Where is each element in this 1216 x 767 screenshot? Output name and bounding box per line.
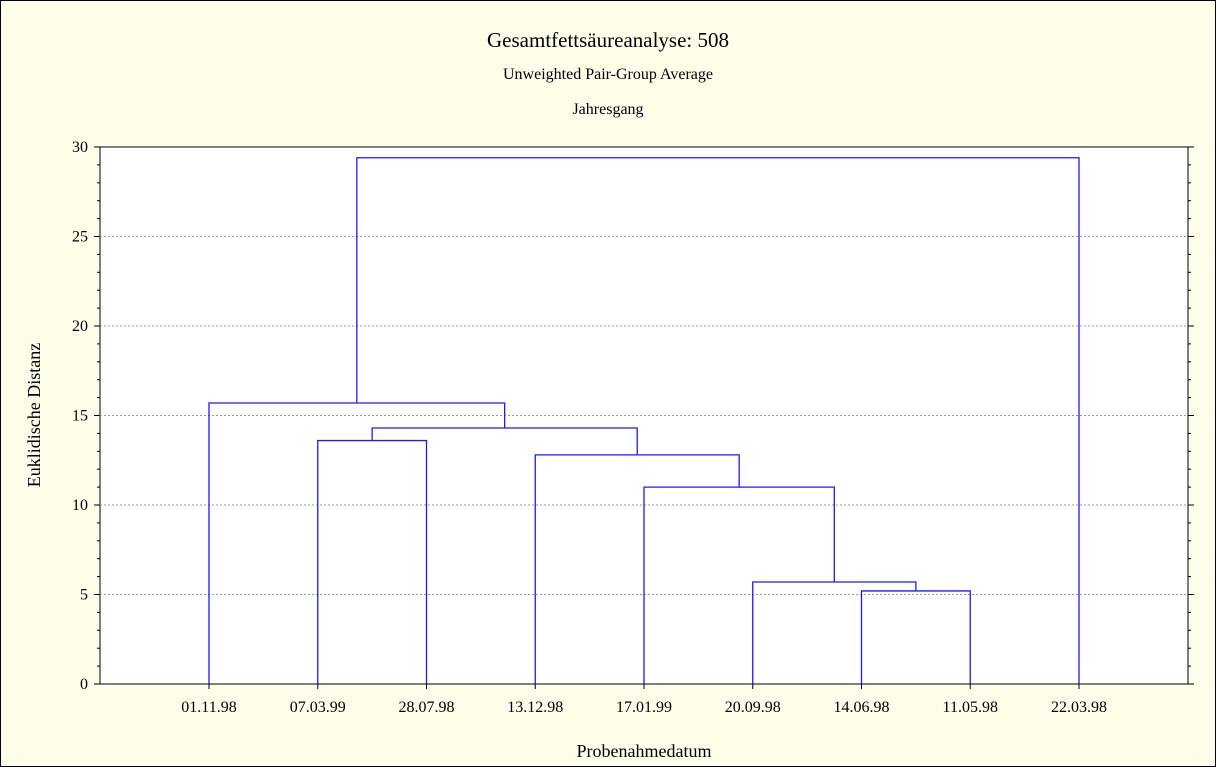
x-tick-label: 20.09.98	[725, 699, 781, 716]
y-axis-ticks: 0 5 10 15 20 25 30	[72, 139, 1194, 693]
x-tick-label: 13.12.98	[507, 699, 563, 716]
y-tick-label: 30	[72, 139, 88, 156]
y-tick-label: 25	[72, 229, 88, 246]
chart-subtitle: Unweighted Pair-Group Average	[503, 66, 713, 83]
chart-title: Gesamtfettsäureanalyse: 508	[487, 28, 729, 52]
x-axis-label: Probenahmedatum	[577, 741, 712, 761]
dendrogram-links	[208, 157, 1080, 684]
x-tick-label: 11.05.98	[943, 699, 998, 716]
x-tick-label: 01.11.98	[181, 699, 236, 716]
y-tick-label: 20	[72, 318, 88, 335]
x-tick-label: 07.03.99	[290, 699, 346, 716]
x-tick-label: 14.06.98	[834, 699, 890, 716]
y-tick-label: 0	[80, 676, 88, 693]
x-tick-label: 22.03.98	[1051, 699, 1107, 716]
dendrogram-link	[356, 157, 1080, 684]
y-tick-label: 10	[72, 497, 88, 514]
x-tick-label: 17.01.99	[616, 699, 672, 716]
y-axis-label: Euklidische Distanz	[24, 343, 44, 487]
y-tick-label: 5	[80, 587, 88, 604]
y-tick-label: 15	[72, 408, 88, 425]
x-tick-label: 28.07.98	[399, 699, 455, 716]
x-axis-tick-labels: 01.11.98 07.03.99 28.07.98 13.12.98 17.01.99…	[181, 684, 1107, 716]
chart-subtitle-2: Jahresgang	[572, 101, 644, 118]
